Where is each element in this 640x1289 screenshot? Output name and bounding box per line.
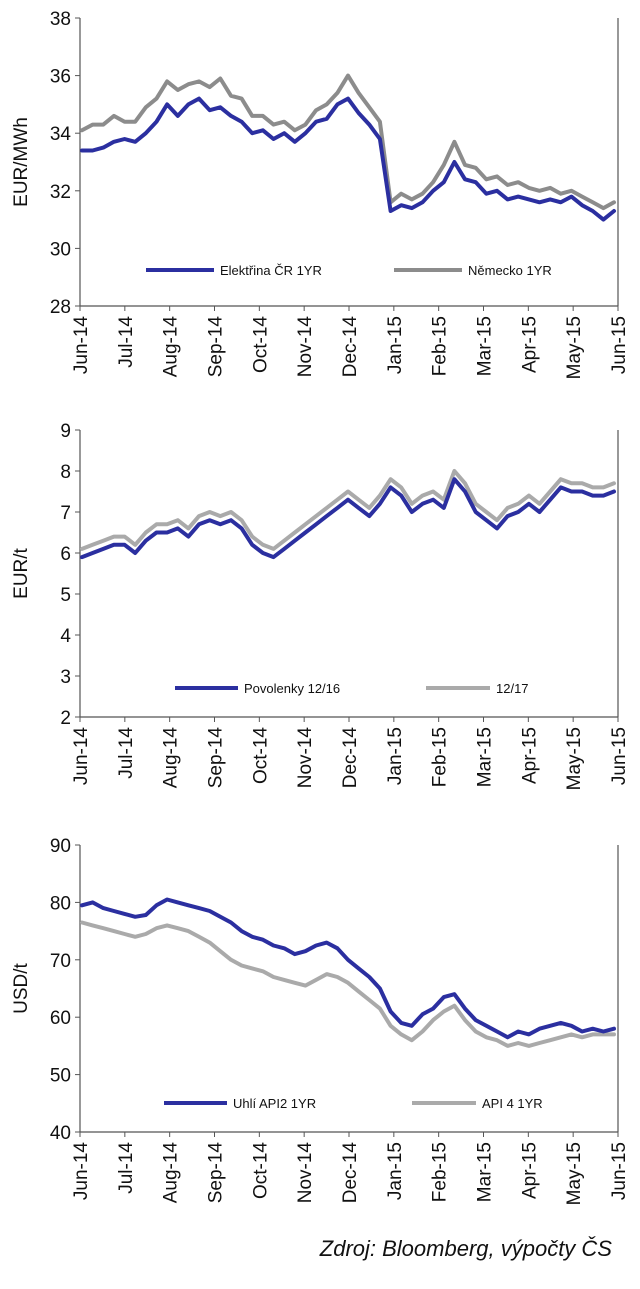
x-tick-label: May-15	[564, 316, 585, 379]
x-tick-label: Jun-14	[71, 727, 92, 786]
y-tick-label: 5	[60, 585, 71, 606]
x-tick-label: Jul-14	[116, 316, 137, 368]
x-tick-label: Oct-14	[250, 1142, 271, 1199]
x-tick-label: Sep-14	[206, 727, 227, 789]
y-tick-label: 2	[60, 708, 71, 729]
x-tick-label: Nov-14	[295, 316, 316, 378]
x-tick-label: Jun-15	[609, 727, 630, 785]
x-tick-label: Jan-15	[385, 727, 406, 785]
x-tick-label: Dec-14	[340, 316, 361, 378]
y-tick-label: 7	[60, 503, 71, 524]
x-tick-label: Dec-14	[340, 1142, 361, 1204]
x-tick-label: Jan-15	[385, 1142, 406, 1200]
series-line-2	[80, 73, 616, 211]
x-tick-label: Feb-15	[430, 1142, 451, 1202]
series-line-1	[80, 96, 616, 222]
y-tick-label: 38	[50, 9, 71, 30]
x-tick-label: Jun-15	[609, 316, 630, 374]
y-tick-label: 60	[50, 1008, 71, 1029]
series-line-2	[80, 469, 616, 551]
x-tick-label: Feb-15	[430, 727, 451, 787]
legend-label-2: Německo 1YR	[468, 263, 552, 278]
y-axis-label: EUR/t	[11, 547, 32, 598]
x-tick-label: Mar-15	[475, 727, 496, 787]
y-tick-label: 30	[50, 239, 71, 260]
x-tick-label: Sep-14	[206, 1142, 227, 1204]
x-tick-label: Oct-14	[250, 316, 271, 373]
x-tick-label: Jun-14	[71, 1142, 92, 1201]
y-tick-label: 8	[60, 462, 71, 483]
legend-label-1: Uhlí API2 1YR	[233, 1096, 316, 1111]
x-tick-label: Jul-14	[116, 727, 137, 779]
x-tick-label: Aug-14	[161, 1142, 182, 1204]
x-tick-label: Aug-14	[161, 727, 182, 789]
x-tick-label: Apr-15	[519, 727, 540, 784]
y-tick-label: 80	[50, 893, 71, 914]
legend-label-2: 12/17	[496, 681, 529, 696]
series-line-1	[80, 897, 616, 1040]
x-tick-label: May-15	[564, 1142, 585, 1205]
x-tick-label: Mar-15	[475, 1142, 496, 1202]
legend-label-1: Povolenky 12/16	[244, 681, 340, 696]
x-tick-label: Mar-15	[475, 316, 496, 376]
x-tick-label: Dec-14	[340, 727, 361, 789]
y-tick-label: 50	[50, 1066, 71, 1087]
y-tick-label: 40	[50, 1123, 71, 1144]
y-tick-label: 6	[60, 544, 71, 565]
x-tick-label: Sep-14	[206, 316, 227, 378]
series-line-2	[80, 920, 616, 1048]
x-tick-label: Jul-14	[116, 1142, 137, 1194]
y-tick-label: 36	[50, 67, 71, 88]
y-tick-label: 32	[50, 182, 71, 203]
legend-label-2: API 4 1YR	[482, 1096, 543, 1111]
x-tick-label: Apr-15	[519, 316, 540, 373]
x-tick-label: Apr-15	[519, 1142, 540, 1199]
x-tick-label: May-15	[564, 727, 585, 790]
y-tick-label: 28	[50, 297, 71, 318]
series-line-1	[80, 477, 616, 560]
x-tick-label: Jun-14	[71, 316, 92, 375]
y-tick-label: 34	[50, 124, 72, 145]
x-tick-label: Oct-14	[250, 727, 271, 784]
x-tick-label: Nov-14	[295, 1142, 316, 1204]
y-tick-label: 4	[60, 626, 71, 647]
x-tick-label: Jun-15	[609, 1142, 630, 1200]
y-axis-label: EUR/MWh	[11, 117, 32, 207]
source-note: Zdroj: Bloomberg, výpočty ČS	[319, 1236, 612, 1261]
y-tick-label: 70	[50, 951, 71, 972]
x-tick-label: Feb-15	[430, 316, 451, 376]
y-axis-label: USD/t	[11, 962, 32, 1013]
x-tick-label: Jan-15	[385, 316, 406, 374]
legend-label-1: Elektřina ČR 1YR	[220, 263, 322, 278]
y-tick-label: 90	[50, 836, 71, 857]
x-tick-label: Aug-14	[161, 316, 182, 378]
y-tick-label: 3	[60, 667, 71, 688]
x-tick-label: Nov-14	[295, 727, 316, 789]
y-tick-label: 9	[60, 421, 71, 442]
